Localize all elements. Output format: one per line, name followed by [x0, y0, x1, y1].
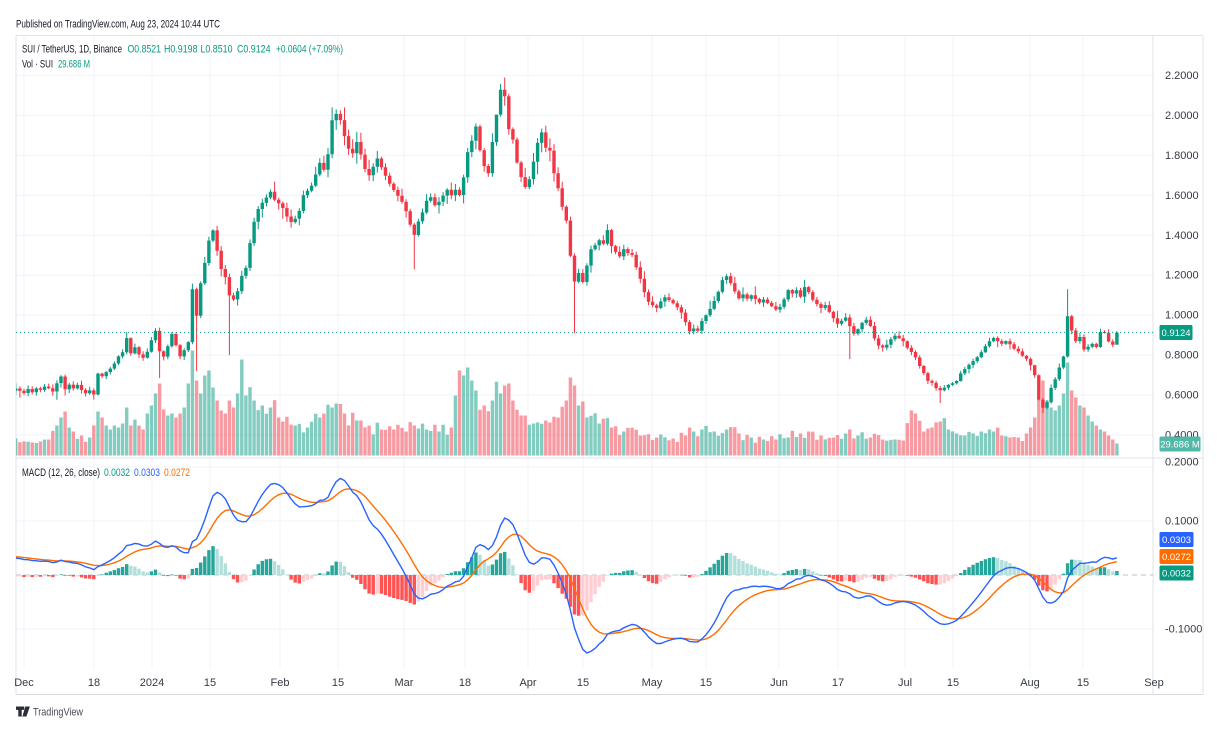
svg-text:Dec: Dec — [14, 677, 34, 689]
svg-text:Mar: Mar — [395, 677, 414, 689]
svg-text:15: 15 — [1077, 677, 1089, 689]
svg-text:0.1000: 0.1000 — [1165, 516, 1199, 528]
svg-text:Sep: Sep — [1144, 677, 1164, 689]
svg-text:Jul: Jul — [898, 677, 912, 689]
svg-text:0.0032: 0.0032 — [1162, 569, 1191, 580]
svg-text:L0.8510: L0.8510 — [201, 44, 233, 56]
svg-text:17: 17 — [832, 677, 844, 689]
svg-text:MACD (12, 26, close): MACD (12, 26, close) — [22, 467, 100, 479]
svg-text:15: 15 — [700, 677, 712, 689]
svg-text:-0.1000: -0.1000 — [1165, 624, 1202, 636]
svg-text:H0.9198: H0.9198 — [164, 44, 198, 56]
svg-text:0.0032: 0.0032 — [104, 467, 130, 479]
svg-text:15: 15 — [332, 677, 344, 689]
svg-text:2.2000: 2.2000 — [1165, 70, 1199, 82]
svg-text:TradingView: TradingView — [33, 707, 83, 719]
svg-text:Jun: Jun — [770, 677, 788, 689]
svg-text:15: 15 — [204, 677, 216, 689]
svg-text:15: 15 — [577, 677, 589, 689]
svg-text:18: 18 — [459, 677, 471, 689]
svg-text:Feb: Feb — [271, 677, 290, 689]
svg-text:2024: 2024 — [140, 677, 164, 689]
svg-text:29.686 M: 29.686 M — [58, 59, 90, 71]
svg-text:0.0272: 0.0272 — [1162, 552, 1191, 563]
svg-text:29.686 M: 29.686 M — [1160, 440, 1200, 451]
svg-text:May: May — [642, 677, 663, 689]
svg-text:0.0272: 0.0272 — [164, 467, 190, 479]
svg-text:O0.8521: O0.8521 — [128, 44, 162, 56]
svg-text:C0.9124: C0.9124 — [237, 44, 271, 56]
svg-text:0.6000: 0.6000 — [1165, 390, 1199, 402]
svg-text:0.0303: 0.0303 — [1162, 535, 1191, 546]
svg-text:0.2000: 0.2000 — [1165, 457, 1199, 469]
svg-text:SUI / TetherUS, 1D, Binance: SUI / TetherUS, 1D, Binance — [22, 44, 122, 56]
svg-text:Published on TradingView.com,: Published on TradingView.com, Aug 23, 20… — [16, 19, 220, 31]
svg-text:0.0303: 0.0303 — [134, 467, 160, 479]
svg-text:18: 18 — [88, 677, 100, 689]
svg-text:1.0000: 1.0000 — [1165, 310, 1199, 322]
svg-text:1.6000: 1.6000 — [1165, 190, 1199, 202]
svg-text:1.4000: 1.4000 — [1165, 230, 1199, 242]
svg-text:+0.0604 (+7.09%): +0.0604 (+7.09%) — [276, 44, 343, 56]
svg-text:Aug: Aug — [1020, 677, 1040, 689]
svg-text:0.9124: 0.9124 — [1161, 328, 1190, 339]
svg-text:2.0000: 2.0000 — [1165, 110, 1199, 122]
svg-text:Vol · SUI: Vol · SUI — [22, 59, 53, 71]
svg-text:15: 15 — [947, 677, 959, 689]
svg-text:1.8000: 1.8000 — [1165, 150, 1199, 162]
svg-text:Apr: Apr — [519, 677, 536, 689]
svg-text:1.2000: 1.2000 — [1165, 270, 1199, 282]
svg-text:0.8000: 0.8000 — [1165, 350, 1199, 362]
